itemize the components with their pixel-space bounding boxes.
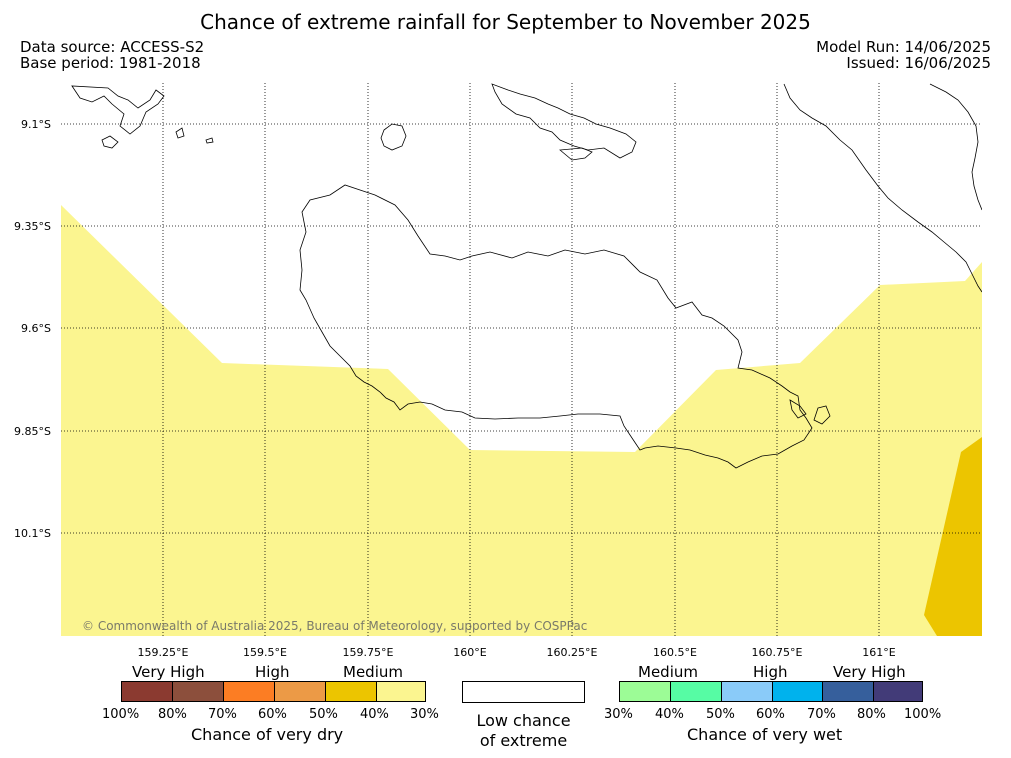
lon-label: 160°E	[453, 646, 486, 659]
russell-small-isle-2	[175, 127, 185, 139]
dry-tick: 60%	[258, 707, 287, 722]
legend-dry-high: High	[255, 663, 290, 681]
legend-wet-medium: Medium	[638, 663, 698, 681]
rainfall-map: 9.1°S 9.35°S 9.6°S 9.85°S 10.1°S 159.25°…	[14, 83, 982, 659]
dry-swatch	[376, 681, 426, 702]
dry-tick: 100%	[102, 707, 140, 722]
legend-dry-very-high: Very High	[132, 663, 205, 681]
russell-islands-coast	[71, 85, 165, 135]
lon-label: 160.75°E	[752, 646, 803, 659]
wet-tick: 80%	[857, 707, 886, 722]
savo-island-coast	[380, 123, 407, 151]
issued-date: Issued: 16/06/2025	[846, 54, 991, 72]
wet-swatch	[619, 681, 670, 702]
wet-tick: 60%	[756, 707, 785, 722]
lat-label: 10.1°S	[14, 527, 51, 540]
low-chance-caption-2: of extreme	[479, 731, 568, 750]
lon-label: 160.5°E	[653, 646, 697, 659]
guadalcanal-coast	[299, 184, 813, 469]
base-period: Base period: 1981-2018	[20, 54, 201, 72]
lon-label: 161°E	[862, 646, 895, 659]
lat-label: 9.6°S	[21, 322, 51, 335]
dry-swatch	[325, 681, 376, 702]
lon-label: 159.5°E	[243, 646, 287, 659]
dry-swatch	[121, 681, 172, 702]
dry-swatch	[223, 681, 274, 702]
russell-small-isle-3	[205, 137, 214, 144]
lat-label: 9.85°S	[14, 425, 51, 438]
wet-tick: 40%	[655, 707, 684, 722]
legend-wet-very-high: Very High	[833, 663, 906, 681]
lon-label: 159.25°E	[138, 646, 189, 659]
dry-tick: 40%	[360, 707, 389, 722]
dry-tick: 70%	[208, 707, 237, 722]
lat-label: 9.1°S	[21, 118, 51, 131]
wet-tick: 50%	[706, 707, 735, 722]
lat-label: 9.35°S	[14, 220, 51, 233]
dry-tick: 30%	[410, 707, 439, 722]
wet-tick: 70%	[807, 707, 836, 722]
marau-isles	[789, 399, 831, 425]
legend-dry-medium: Medium	[343, 663, 403, 681]
malaita-coast	[783, 83, 982, 293]
dry-tick: 50%	[309, 707, 338, 722]
dry-swatch	[172, 681, 223, 702]
high-dry-region	[924, 437, 982, 636]
dry-tick: 80%	[158, 707, 187, 722]
florida-islands-coast	[491, 83, 637, 159]
wet-tick: 100%	[904, 707, 942, 722]
model-run: Model Run: 14/06/2025	[816, 38, 991, 56]
malaita-north	[929, 83, 982, 211]
graticule	[61, 83, 982, 636]
dry-caption: Chance of very dry	[191, 725, 344, 744]
wet-tick: 30%	[604, 707, 633, 722]
lon-label: 160.25°E	[547, 646, 598, 659]
copyright-note: © Commonwealth of Australia 2025, Bureau…	[82, 619, 587, 633]
wet-swatch	[670, 681, 721, 702]
dry-swatch	[274, 681, 325, 702]
low-chance-swatch	[462, 681, 585, 703]
wet-swatch	[822, 681, 873, 702]
data-source: Data source: ACCESS-S2	[20, 38, 205, 56]
florida-small-isles	[559, 147, 593, 161]
wet-swatch	[873, 681, 923, 702]
low-chance-caption-1: Low chance	[476, 711, 571, 730]
russell-small-isle	[101, 135, 119, 149]
medium-dry-region	[61, 205, 982, 636]
coastlines	[71, 83, 982, 469]
wet-swatch	[721, 681, 772, 702]
wet-swatch	[772, 681, 822, 702]
lon-label: 159.75°E	[343, 646, 394, 659]
legend-wet-high: High	[753, 663, 788, 681]
wet-caption: Chance of very wet	[687, 725, 843, 744]
map-title: Chance of extreme rainfall for September…	[200, 10, 811, 34]
